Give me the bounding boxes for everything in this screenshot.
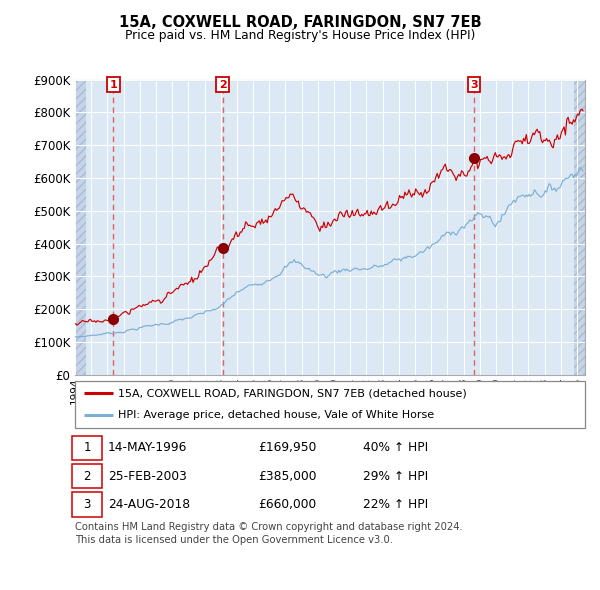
Text: 24-AUG-2018: 24-AUG-2018 — [108, 498, 190, 511]
Text: 1: 1 — [109, 80, 117, 90]
Text: 2: 2 — [219, 80, 227, 90]
Text: 1: 1 — [83, 441, 91, 454]
FancyBboxPatch shape — [73, 492, 102, 517]
Text: Contains HM Land Registry data © Crown copyright and database right 2024.
This d: Contains HM Land Registry data © Crown c… — [75, 522, 463, 545]
Text: £169,950: £169,950 — [259, 441, 317, 454]
Text: 15A, COXWELL ROAD, FARINGDON, SN7 7EB: 15A, COXWELL ROAD, FARINGDON, SN7 7EB — [119, 15, 481, 30]
Text: 15A, COXWELL ROAD, FARINGDON, SN7 7EB (detached house): 15A, COXWELL ROAD, FARINGDON, SN7 7EB (d… — [118, 388, 467, 398]
Text: 29% ↑ HPI: 29% ↑ HPI — [363, 470, 428, 483]
FancyBboxPatch shape — [73, 464, 102, 489]
FancyBboxPatch shape — [73, 435, 102, 460]
Text: 40% ↑ HPI: 40% ↑ HPI — [363, 441, 428, 454]
Text: 3: 3 — [83, 498, 91, 511]
Text: 22% ↑ HPI: 22% ↑ HPI — [363, 498, 428, 511]
Text: £660,000: £660,000 — [259, 498, 317, 511]
Text: 3: 3 — [470, 80, 478, 90]
Text: £385,000: £385,000 — [259, 470, 317, 483]
Bar — [75, 80, 86, 375]
Bar — [574, 80, 585, 375]
Text: 2: 2 — [83, 470, 91, 483]
Text: HPI: Average price, detached house, Vale of White Horse: HPI: Average price, detached house, Vale… — [118, 410, 434, 420]
Text: 14-MAY-1996: 14-MAY-1996 — [108, 441, 188, 454]
Text: Price paid vs. HM Land Registry's House Price Index (HPI): Price paid vs. HM Land Registry's House … — [125, 30, 475, 42]
Text: 25-FEB-2003: 25-FEB-2003 — [108, 470, 187, 483]
